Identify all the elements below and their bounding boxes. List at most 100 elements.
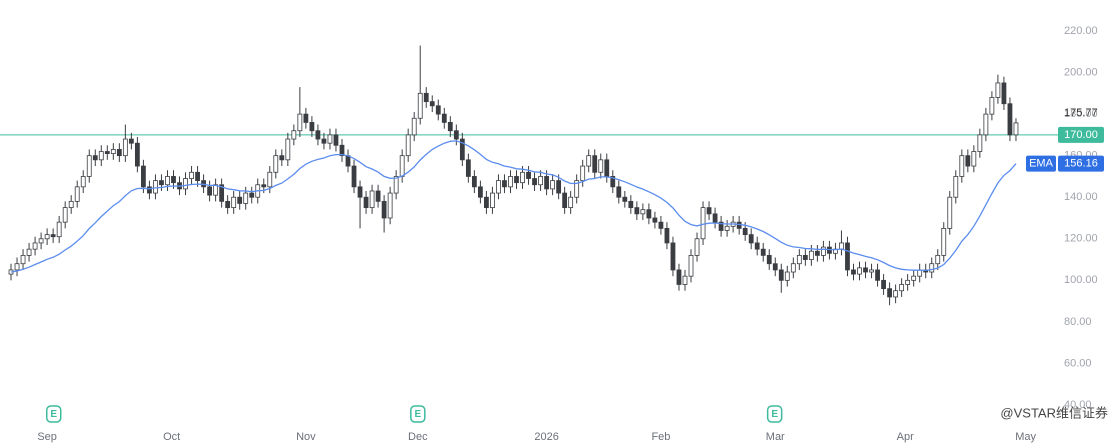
candle-body [68, 200, 74, 209]
candle-body [628, 200, 634, 209]
candle-body [369, 190, 375, 209]
candle-body [652, 217, 658, 223]
candle-body [718, 221, 724, 231]
candle-body [159, 180, 164, 186]
candle-body [357, 186, 363, 198]
candle-body [646, 209, 652, 219]
price-tag-label: 170.00 [1064, 129, 1098, 141]
candle-body [74, 186, 80, 202]
candle-body [863, 267, 868, 273]
candle-body [92, 155, 98, 161]
candle-body [712, 213, 718, 223]
candle-body [405, 134, 411, 157]
candle-body [580, 165, 586, 182]
candle-body [104, 151, 110, 154]
candle-body [604, 159, 610, 177]
candle-body [237, 196, 243, 204]
candle-body [971, 151, 977, 167]
candle-body [20, 254, 26, 265]
candle-body [935, 254, 941, 265]
candle-body [339, 144, 345, 157]
x-tick-label: May [1015, 431, 1036, 443]
candle-body [459, 138, 465, 161]
candle-body [429, 101, 435, 107]
candle-body [989, 97, 995, 115]
candle-body [183, 178, 188, 190]
candle-body [905, 279, 911, 285]
candle-body [598, 159, 604, 173]
candle-body [802, 254, 808, 260]
event-label: E [414, 409, 421, 420]
candle-body [658, 221, 664, 229]
candle-body [399, 155, 405, 177]
candle-body [477, 186, 483, 198]
candle-body [231, 196, 237, 209]
candle-body [327, 134, 333, 144]
event-marker [410, 405, 426, 423]
candle-body [881, 279, 886, 290]
candle-body [116, 149, 122, 157]
candle-body [766, 254, 772, 265]
candle-body [261, 184, 267, 188]
candle-body [526, 171, 531, 179]
ema-value-tag [1058, 155, 1104, 172]
candle-body [465, 159, 471, 177]
candle-body [273, 155, 279, 173]
candle-body [1013, 122, 1019, 136]
candle-body [32, 242, 38, 250]
candle-body [845, 242, 850, 271]
candle-body [851, 269, 856, 275]
y-tick-label: 140.00 [1064, 191, 1098, 203]
candle-body [977, 134, 983, 152]
candle-body [899, 284, 905, 292]
candle-body [760, 248, 766, 256]
candle-body [80, 176, 86, 188]
candle-body [634, 207, 640, 215]
candle-body [574, 180, 580, 198]
y-tick-label: 60.00 [1064, 357, 1092, 369]
candle-body [1001, 82, 1007, 105]
y-tick-label: 180.00 [1064, 108, 1098, 120]
candle-body [309, 122, 315, 132]
candle-body [417, 92, 423, 119]
candle-body [814, 250, 820, 256]
candle-body [195, 171, 200, 182]
candle-body [423, 92, 429, 103]
y-tick-label: 220.00 [1064, 25, 1098, 37]
candle-body [56, 221, 62, 238]
candle-body [592, 155, 598, 173]
candle-body [736, 221, 742, 229]
candle-body [983, 113, 989, 136]
candle-body [110, 149, 116, 154]
candle-body [947, 196, 953, 229]
candle-body [893, 290, 899, 298]
candle-body [496, 180, 501, 194]
candle-body [562, 192, 568, 209]
candle-body [153, 180, 158, 194]
candle-body [285, 138, 291, 161]
x-tick-label: Nov [296, 431, 316, 443]
x-tick-label: Apr [897, 431, 914, 443]
x-tick-label: Sep [37, 431, 57, 443]
candle-body [796, 254, 802, 265]
candle-body [147, 186, 152, 194]
watermark: @VSTAR维信证券 [1000, 405, 1108, 420]
candle-body [1007, 103, 1013, 136]
candle-body [821, 246, 826, 256]
candle-body [141, 165, 146, 188]
ema-name-tag [1026, 155, 1056, 172]
price-tag [1058, 126, 1104, 143]
candle-body [538, 176, 543, 186]
candle-body [688, 254, 694, 277]
candle-body [219, 184, 225, 202]
candle-body [742, 227, 748, 236]
candle-body [670, 242, 676, 271]
candle-body [321, 138, 327, 144]
candle-body [911, 275, 917, 281]
candle-body [682, 275, 688, 285]
candle-body [808, 250, 814, 260]
candle-body [375, 190, 381, 202]
candle-body [508, 176, 513, 188]
candle-body [351, 165, 357, 188]
